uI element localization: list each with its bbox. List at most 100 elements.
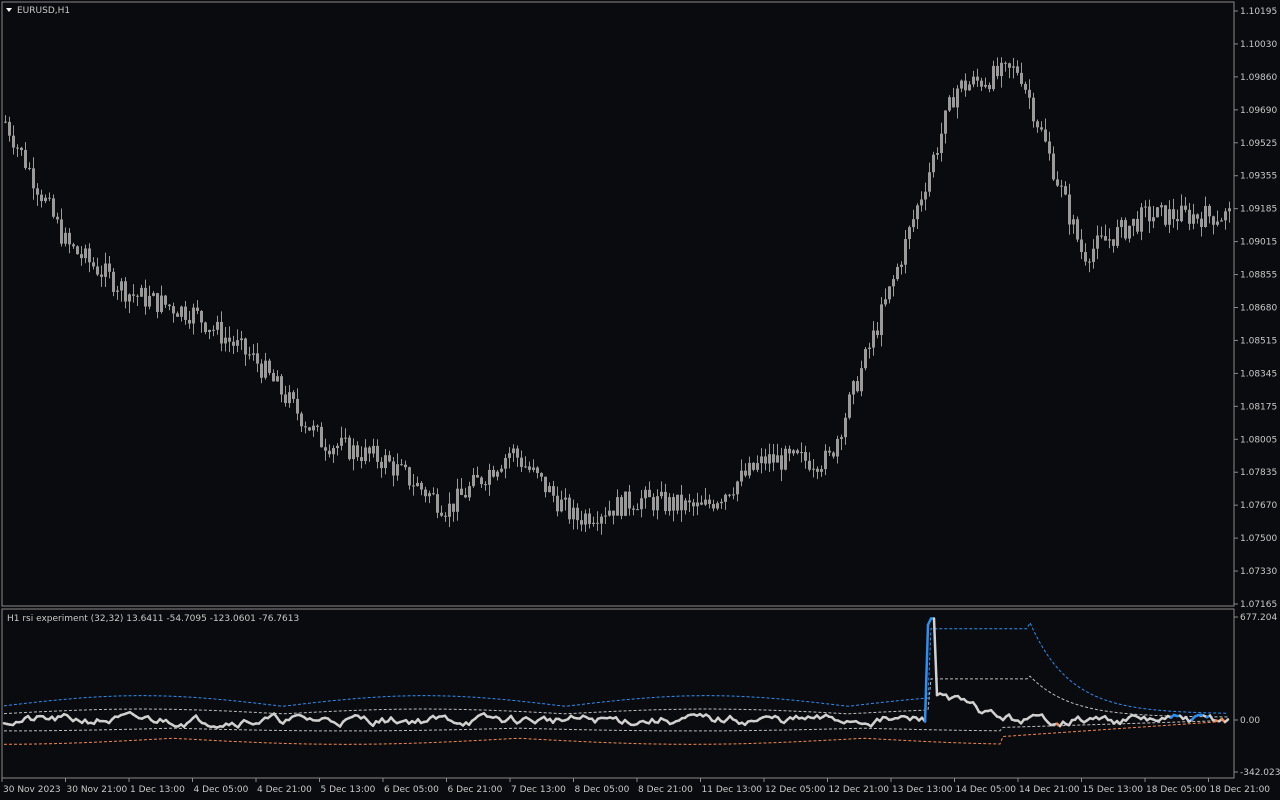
candle-body — [1132, 218, 1135, 226]
candle-body — [168, 304, 171, 307]
time-tick-label: 11 Dec 13:00 — [702, 785, 763, 795]
candle-body — [708, 499, 711, 505]
candle-body — [772, 454, 775, 463]
candle-body — [1112, 239, 1115, 246]
candle-body — [968, 84, 971, 91]
candle-body — [260, 363, 263, 378]
candle-body — [1068, 194, 1071, 225]
candle-body — [820, 469, 823, 472]
time-tick-label: 6 Dec 05:00 — [384, 785, 439, 795]
candle-body — [780, 455, 783, 470]
price-tick-label: 1.08345 — [1240, 369, 1277, 379]
candle-body — [1072, 219, 1075, 225]
candle-body — [876, 330, 879, 336]
candle-body — [1052, 153, 1055, 180]
candle-body — [472, 474, 475, 487]
candle-body — [224, 337, 227, 344]
candle-body — [1160, 205, 1163, 208]
candle-body — [464, 494, 467, 498]
candle-body — [416, 482, 419, 487]
candle-body — [768, 454, 771, 464]
time-axis[interactable]: 30 Nov 2023 30 Nov 21:00 1 Dec 13:00 4 Dec … — [1, 778, 1271, 795]
candle-body — [640, 498, 643, 510]
candle-body — [1212, 216, 1215, 225]
candle-body — [704, 499, 707, 505]
candle-body — [540, 473, 543, 477]
candle-body — [888, 286, 891, 300]
candle-body — [672, 497, 675, 511]
candle-body — [92, 262, 95, 267]
candle-body — [728, 494, 731, 496]
candle-body — [368, 447, 371, 454]
price-candles — [4, 57, 1231, 535]
indicator-axis[interactable]: 677.204 0.00 -342.0238 — [1234, 613, 1280, 778]
candle-body — [332, 448, 335, 455]
candle-body — [364, 447, 367, 462]
candle-body — [160, 295, 163, 312]
candle-body — [528, 466, 531, 470]
candle-body — [700, 502, 703, 505]
candle-body — [1224, 211, 1227, 221]
candle-body — [1064, 186, 1067, 195]
candle-body — [148, 295, 151, 307]
price-tick-label: 1.07500 — [1240, 534, 1277, 544]
indicator-tick-label: -342.0238 — [1240, 768, 1280, 778]
chart-menu-arrow-icon[interactable] — [6, 8, 12, 12]
candle-body — [544, 476, 547, 493]
time-tick-label: 7 Dec 13:00 — [511, 785, 566, 795]
time-tick-label: 14 Dec 05:00 — [956, 785, 1017, 795]
candle-body — [1196, 214, 1199, 219]
candle-body — [1208, 205, 1211, 217]
candle-body — [516, 448, 519, 458]
price-tick-label: 1.09355 — [1240, 172, 1277, 182]
candle-body — [532, 467, 535, 470]
candle-body — [596, 522, 599, 524]
candle-body — [668, 497, 671, 512]
price-axis[interactable]: 1.10195 1.10030 1.09860 1.09690 1.09525 1.093… — [1234, 7, 1277, 610]
lower-band-line — [3, 720, 1229, 745]
candle-body — [952, 97, 955, 108]
indicator-pane-frame — [1, 608, 1235, 779]
candle-body — [448, 503, 451, 517]
price-tick-label: 1.09690 — [1240, 106, 1277, 116]
candle-body — [388, 455, 391, 462]
time-tick-label: 30 Nov 2023 — [3, 785, 61, 795]
candle-body — [308, 427, 311, 431]
price-tick-label: 1.07330 — [1240, 567, 1277, 577]
candle-body — [880, 304, 883, 336]
price-pane-frame — [1, 1, 1235, 607]
candle-body — [460, 488, 463, 495]
candle-body — [184, 306, 187, 320]
candle-body — [412, 485, 415, 487]
indicator-pane[interactable]: H1 rsi experiment (32,32) 13.6411 -54.70… — [1, 608, 1280, 779]
candle-body — [1100, 235, 1103, 237]
candle-body — [612, 510, 615, 516]
candle-body — [296, 398, 299, 414]
candle-body — [436, 494, 439, 513]
indicator-rsi-line — [2, 617, 1230, 729]
candle-body — [520, 457, 523, 467]
time-tick-label: 18 Dec 05:00 — [1146, 785, 1207, 795]
price-tick-label: 1.07670 — [1240, 501, 1277, 511]
candle-body — [1164, 205, 1167, 225]
candle-body — [600, 516, 603, 524]
price-pane[interactable]: EURUSD,H1 1.101951.100301.098601.096901.… — [1, 1, 1277, 610]
candle-body — [468, 486, 471, 498]
candle-body — [424, 489, 427, 497]
candle-body — [16, 147, 19, 149]
time-tick-label: 18 Dec 21:00 — [1210, 785, 1271, 795]
candle-body — [240, 338, 243, 341]
price-tick-label: 1.10030 — [1240, 40, 1277, 50]
candle-body — [484, 484, 487, 486]
candle-body — [328, 450, 331, 455]
candle-body — [1000, 62, 1003, 77]
candle-body — [444, 515, 447, 517]
candle-body — [564, 497, 567, 500]
candle-body — [744, 470, 747, 476]
candle-body — [248, 354, 251, 356]
candle-body — [792, 450, 795, 454]
candle-body — [352, 445, 355, 460]
candle-body — [204, 322, 207, 333]
